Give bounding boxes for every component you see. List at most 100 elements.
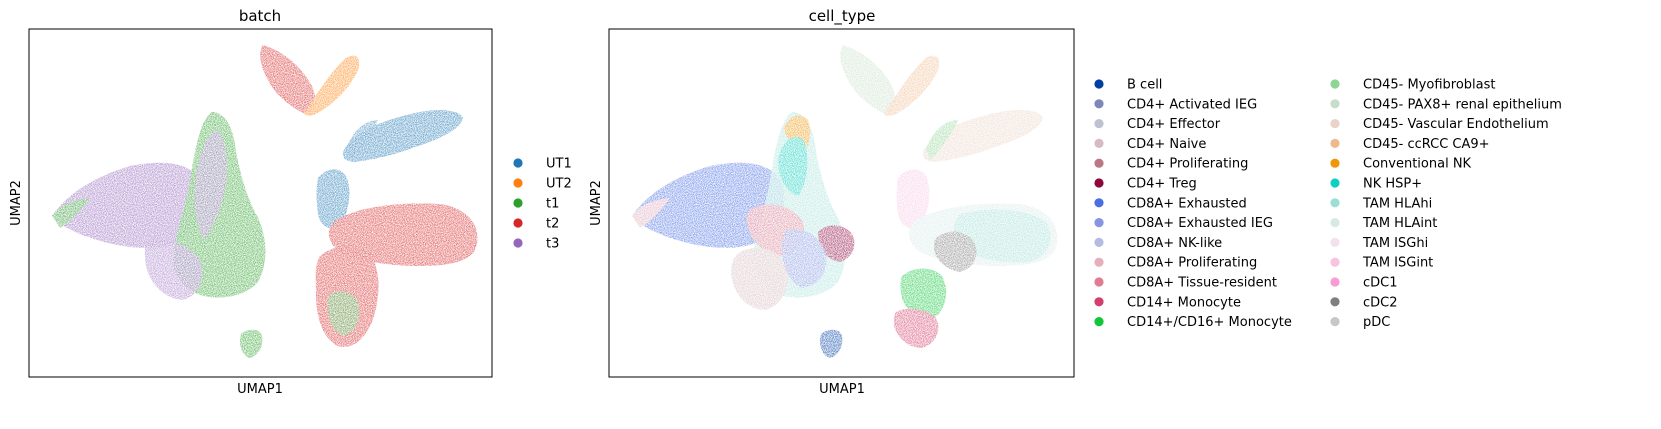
- legend-item: TAM HLAhi: [1330, 196, 1432, 211]
- cell-type-scatter-points: [632, 45, 1058, 358]
- legend-marker: [1094, 138, 1104, 148]
- legend-label: cDC2: [1363, 295, 1398, 310]
- legend-item: CD8A+ Exhausted: [1094, 196, 1247, 211]
- legend-marker: [1330, 277, 1340, 287]
- point-cluster-right-lower: [900, 268, 947, 319]
- legend-label: UT2: [546, 177, 572, 192]
- legend-marker: [1330, 99, 1340, 109]
- legend-label: CD8A+ Exhausted: [1127, 196, 1247, 211]
- legend-label: t2: [546, 217, 559, 232]
- legend-item: cDC1: [1330, 276, 1398, 291]
- legend-item: B cell: [1094, 78, 1162, 93]
- legend-marker: [1330, 178, 1340, 188]
- legend-marker: [1094, 99, 1104, 109]
- legend-marker: [1094, 297, 1104, 307]
- cell-type-y-axis-label: UMAP2: [589, 180, 604, 226]
- point-cluster-central-mix: [194, 130, 227, 240]
- point-cluster-bottom-small: [820, 329, 843, 358]
- legend-marker: [1330, 138, 1340, 148]
- legend-item: CD8A+ NK-like: [1094, 236, 1222, 251]
- legend-label: CD4+ Effector: [1127, 117, 1221, 132]
- legend-label: CD4+ Naive: [1127, 137, 1206, 152]
- legend-label: CD4+ Treg: [1127, 177, 1197, 192]
- point-cluster-central-mix: [144, 238, 203, 300]
- batch-title: batch: [239, 7, 281, 25]
- legend-marker: [1094, 218, 1104, 228]
- legend-marker: [1094, 317, 1104, 327]
- legend-item: CD8A+ Exhausted IEG: [1094, 216, 1273, 231]
- point-cluster-treg: [818, 225, 855, 262]
- legend-label: CD45- ccRCC CA9+: [1363, 137, 1490, 152]
- legend-item: CD45- Vascular Endothelium: [1330, 117, 1549, 132]
- batch-legend: UT1 UT2 t1 t2 t3: [513, 157, 572, 252]
- point-cluster-right-lower-mix: [327, 291, 360, 336]
- legend-marker: [1094, 277, 1104, 287]
- legend-item: CD8A+ Tissue-resident: [1094, 276, 1277, 291]
- legend-item: CD14+/CD16+ Monocyte: [1094, 315, 1292, 330]
- legend-item: CD4+ Effector: [1094, 117, 1221, 132]
- point-cluster-top-fan-left: [260, 45, 316, 114]
- legend-item: TAM ISGint: [1330, 256, 1433, 271]
- legend-label: TAM HLAhi: [1362, 196, 1432, 211]
- legend-marker: [513, 238, 523, 248]
- legend-label: CD14+/CD16+ Monocyte: [1127, 315, 1292, 330]
- point-cluster-left-wing: [632, 162, 785, 248]
- legend-marker: [1094, 119, 1104, 129]
- point-cluster-upper-right-arc-left: [926, 120, 958, 160]
- legend-item: t1: [513, 197, 559, 212]
- legend-marker: [1330, 237, 1340, 247]
- legend-marker: [1330, 79, 1340, 89]
- legend-item: CD45- ccRCC CA9+: [1330, 137, 1490, 152]
- legend-label: CD8A+ Exhausted IEG: [1127, 216, 1273, 231]
- point-cluster-left-wing: [52, 162, 205, 248]
- legend-label: TAM ISGint: [1362, 256, 1433, 271]
- point-cluster-upper-right-arc: [342, 110, 463, 162]
- legend-label: Conventional NK: [1363, 157, 1472, 172]
- legend-item: TAM HLAint: [1330, 216, 1437, 231]
- batch-x-axis-label: UMAP1: [237, 382, 283, 397]
- legend-label: CD8A+ Tissue-resident: [1127, 276, 1277, 291]
- point-cluster-right-bottom: [894, 308, 939, 348]
- point-cluster-right-big: [328, 203, 478, 266]
- legend-marker: [1094, 178, 1104, 188]
- legend-marker: [1330, 317, 1340, 327]
- legend-marker: [1330, 257, 1340, 267]
- batch-panel: batch UMAP1 UMAP2 UT1 UT2 t1 t2 t3: [9, 7, 572, 397]
- legend-label: CD45- PAX8+ renal epithelium: [1363, 97, 1562, 112]
- point-cluster-central-mid: [778, 136, 808, 196]
- point-cluster-lower-center-mix: [782, 229, 827, 288]
- legend-item: CD4+ Activated IEG: [1094, 97, 1257, 112]
- legend-item: cDC2: [1330, 295, 1398, 310]
- legend-marker: [1330, 218, 1340, 228]
- point-cluster-small-blue: [316, 169, 350, 229]
- legend-item: CD4+ Proliferating: [1094, 157, 1248, 172]
- point-cluster-left-wing-edge: [632, 198, 670, 228]
- legend-label: t3: [546, 237, 559, 252]
- legend-item: UT2: [513, 177, 572, 192]
- legend-item: pDC: [1330, 315, 1390, 330]
- cell-type-legend: B cell CD4+ Activated IEG CD4+ Effector CD4…: [1094, 78, 1562, 330]
- batch-y-axis-label: UMAP2: [9, 180, 24, 226]
- point-cluster-top-fan-right: [304, 55, 360, 116]
- legend-marker: [513, 178, 523, 188]
- legend-item: CD8A+ Proliferating: [1094, 256, 1257, 271]
- legend-item: CD45- PAX8+ renal epithelium: [1330, 97, 1562, 112]
- legend-label: CD45- Vascular Endothelium: [1363, 117, 1549, 132]
- legend-label: TAM ISGhi: [1362, 236, 1428, 251]
- legend-item: t2: [513, 217, 559, 232]
- legend-marker: [1330, 198, 1340, 208]
- legend-item: CD4+ Treg: [1094, 177, 1197, 192]
- legend-item: Conventional NK: [1330, 157, 1472, 172]
- point-cluster-right-big: [953, 209, 1051, 263]
- point-cluster-right-gray: [934, 231, 977, 272]
- legend-label: cDC1: [1363, 276, 1398, 291]
- legend-marker: [1094, 237, 1104, 247]
- legend-marker: [513, 158, 523, 168]
- point-cluster-upper-right-arc: [346, 120, 378, 160]
- legend-marker: [1094, 79, 1104, 89]
- legend-item: NK HSP+: [1330, 177, 1422, 192]
- legend-item: CD45- Myofibroblast: [1330, 78, 1495, 93]
- legend-item: UT1: [513, 157, 572, 172]
- legend-marker: [1094, 158, 1104, 168]
